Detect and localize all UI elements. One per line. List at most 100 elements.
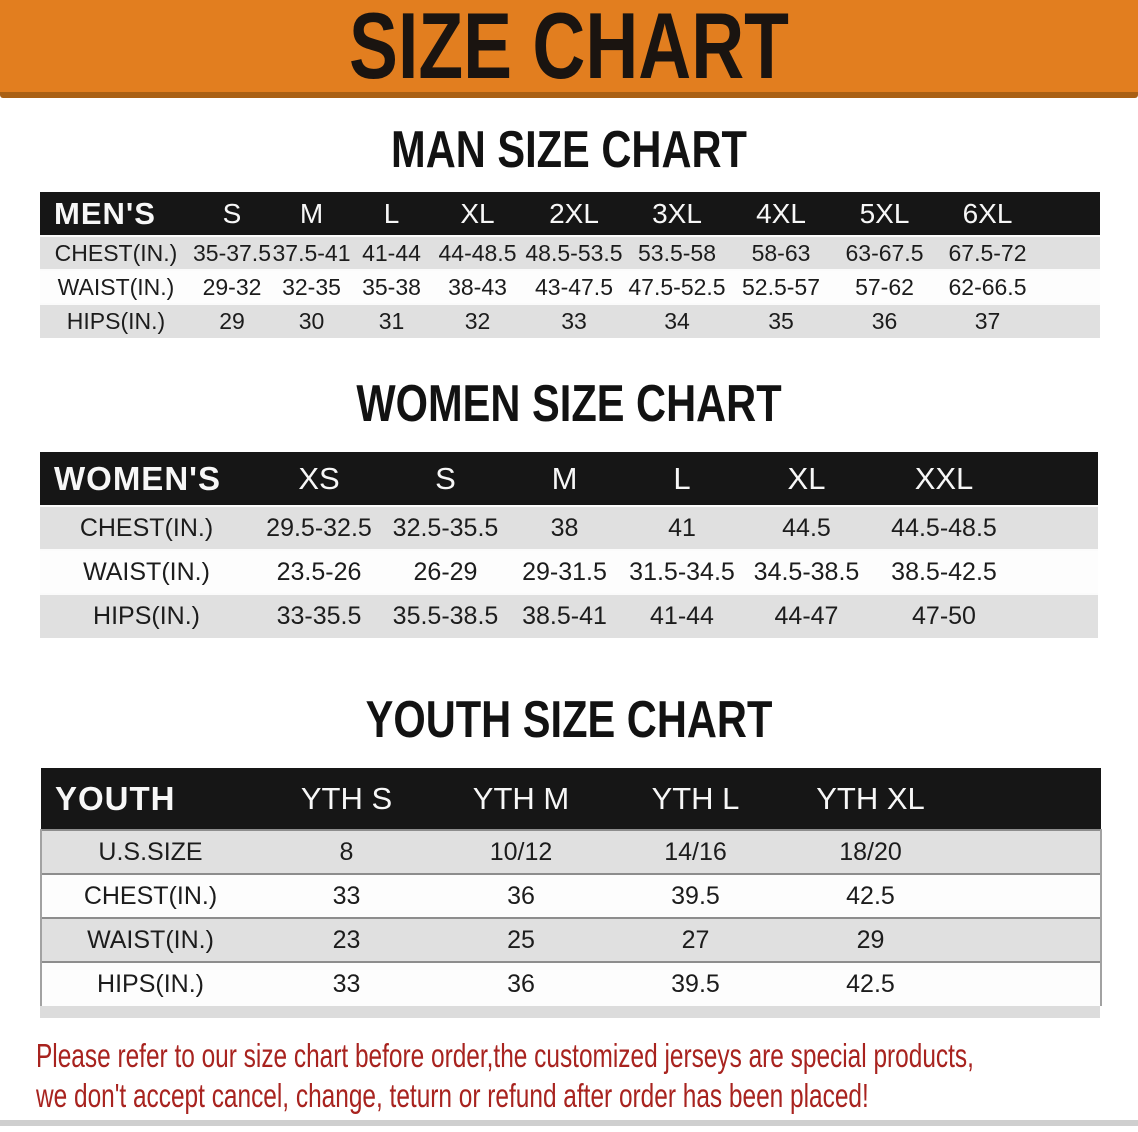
measurement-value: 38 — [506, 505, 623, 550]
measurement-label: WAIST(IN.) — [40, 917, 259, 962]
measurement-label: CHEST(IN.) — [40, 235, 192, 270]
row-filler-cell — [1016, 505, 1098, 550]
table-row: WAIST(IN.) 23 25 27 29 — [40, 917, 1102, 962]
measurement-value: 32.5-35.5 — [385, 505, 506, 550]
measurement-value: 38.5-42.5 — [872, 549, 1016, 594]
table-group-label: MEN'S — [40, 192, 192, 236]
row-filler-cell — [958, 917, 1102, 962]
measurement-value: 47.5-52.5 — [625, 269, 729, 304]
measurement-value: 47-50 — [872, 593, 1016, 638]
measurement-value: 48.5-53.5 — [523, 235, 625, 270]
row-filler-cell — [958, 961, 1102, 1006]
row-filler-cell — [1039, 235, 1100, 270]
size-column-header: XL — [432, 192, 523, 236]
measurement-value: 25 — [434, 917, 608, 962]
measurement-value: 63-67.5 — [833, 235, 936, 270]
size-column-header: M — [272, 192, 351, 236]
size-column-header: 5XL — [833, 192, 936, 236]
measurement-value: 26-29 — [385, 549, 506, 594]
size-column-header: XXL — [872, 452, 1016, 506]
table-row: HIPS(IN.) 33 36 39.5 42.5 — [40, 961, 1102, 1006]
measurement-value: 30 — [272, 303, 351, 338]
table-group-label: WOMEN'S — [40, 452, 253, 506]
table-row: CHEST(IN.) 33 36 39.5 42.5 — [40, 873, 1102, 918]
measurement-value: 36 — [434, 961, 608, 1006]
measurement-value: 42.5 — [783, 873, 958, 918]
header-filler-cell — [1016, 452, 1098, 506]
size-header-row: YOUTH YTH S YTH M YTH L YTH XL — [41, 768, 1101, 830]
measurement-value: 27 — [608, 917, 783, 962]
measurement-value: 23 — [259, 917, 434, 962]
disclaimer-line-2: we don't accept cancel, change, teturn o… — [36, 1077, 869, 1114]
youth-size-table: YOUTH YTH S YTH M YTH L YTH XL U.S.SIZE 8 10/12… — [40, 768, 1102, 1006]
measurement-label: CHEST(IN.) — [40, 505, 253, 550]
table-row: WAIST(IN.) 29-32 32-35 35-38 38-43 43-47.5 47.… — [40, 269, 1100, 304]
measurement-value: 39.5 — [608, 873, 783, 918]
measurement-value: 36 — [833, 303, 936, 338]
measurement-value: 44.5-48.5 — [872, 505, 1016, 550]
size-column-header: 3XL — [625, 192, 729, 236]
size-column-header: XL — [741, 452, 872, 506]
measurement-value: 32-35 — [272, 269, 351, 304]
measurement-value: 29 — [783, 917, 958, 962]
size-column-header: L — [351, 192, 432, 236]
measurement-value: 31 — [351, 303, 432, 338]
measurement-value: 29 — [192, 303, 272, 338]
row-filler-cell — [958, 829, 1102, 874]
size-column-header: S — [192, 192, 272, 236]
measurement-value: 36 — [434, 873, 608, 918]
women-size-chart-section: WOMEN SIZE CHART WOMEN'S XS S M L XL XXL CHEST(… — [0, 376, 1138, 638]
women-section-heading: WOMEN SIZE CHART — [356, 375, 782, 433]
measurement-label: HIPS(IN.) — [40, 303, 192, 338]
measurement-value: 53.5-58 — [625, 235, 729, 270]
measurement-value: 32 — [432, 303, 523, 338]
size-column-header: YTH L — [608, 768, 783, 830]
measurement-value: 67.5-72 — [936, 235, 1039, 270]
measurement-value: 41-44 — [623, 593, 741, 638]
header-filler-cell — [958, 768, 1101, 830]
measurement-value: 42.5 — [783, 961, 958, 1006]
size-header-row: WOMEN'S XS S M L XL XXL — [40, 452, 1098, 506]
measurement-label: HIPS(IN.) — [40, 961, 259, 1006]
size-column-header: YTH S — [259, 768, 434, 830]
size-column-header: YTH XL — [783, 768, 958, 830]
measurement-value: 35 — [729, 303, 833, 338]
measurement-value: 39.5 — [608, 961, 783, 1006]
size-column-header: XS — [253, 452, 385, 506]
measurement-value: 33 — [259, 873, 434, 918]
men-size-table: MEN'S S M L XL 2XL 3XL 4XL 5XL 6XL CHEST(IN.) 35-37… — [40, 192, 1100, 338]
row-filler-cell — [1039, 269, 1100, 304]
measurement-value: 33 — [523, 303, 625, 338]
table-row: HIPS(IN.) 33-35.5 35.5-38.5 38.5-41 41-44 44-… — [40, 593, 1098, 638]
header-filler-cell — [1039, 192, 1100, 236]
measurement-value: 10/12 — [434, 829, 608, 874]
measurement-value: 33-35.5 — [253, 593, 385, 638]
table-row: CHEST(IN.) 29.5-32.5 32.5-35.5 38 41 44.5 44.5… — [40, 505, 1098, 550]
measurement-value: 35-37.5 — [192, 235, 272, 270]
row-filler-cell — [958, 873, 1102, 918]
youth-section-heading: YOUTH SIZE CHART — [365, 691, 773, 749]
size-header-row: MEN'S S M L XL 2XL 3XL 4XL 5XL 6XL — [40, 192, 1100, 236]
measurement-value: 41 — [623, 505, 741, 550]
size-column-header: YTH M — [434, 768, 608, 830]
measurement-value: 38.5-41 — [506, 593, 623, 638]
measurement-value: 29-32 — [192, 269, 272, 304]
row-filler-cell — [1016, 549, 1098, 594]
page-bottom-strip — [0, 1120, 1138, 1126]
disclaimer-line-1: Please refer to our size chart before or… — [36, 1037, 974, 1074]
measurement-value: 29.5-32.5 — [253, 505, 385, 550]
table-group-label: YOUTH — [41, 768, 259, 830]
measurement-value: 34.5-38.5 — [741, 549, 872, 594]
measurement-value: 31.5-34.5 — [623, 549, 741, 594]
measurement-value: 57-62 — [833, 269, 936, 304]
measurement-label: WAIST(IN.) — [40, 269, 192, 304]
table-row: WAIST(IN.) 23.5-26 26-29 29-31.5 31.5-34.5 34… — [40, 549, 1098, 594]
youth-size-chart-section: YOUTH SIZE CHART YOUTH YTH S YTH M YTH L YTH… — [0, 692, 1138, 1018]
measurement-value: 8 — [259, 829, 434, 874]
measurement-label: CHEST(IN.) — [40, 873, 259, 918]
measurement-value: 43-47.5 — [523, 269, 625, 304]
measurement-value: 33 — [259, 961, 434, 1006]
measurement-value: 37.5-41 — [272, 235, 351, 270]
row-filler-cell — [1016, 593, 1098, 638]
size-column-header: L — [623, 452, 741, 506]
